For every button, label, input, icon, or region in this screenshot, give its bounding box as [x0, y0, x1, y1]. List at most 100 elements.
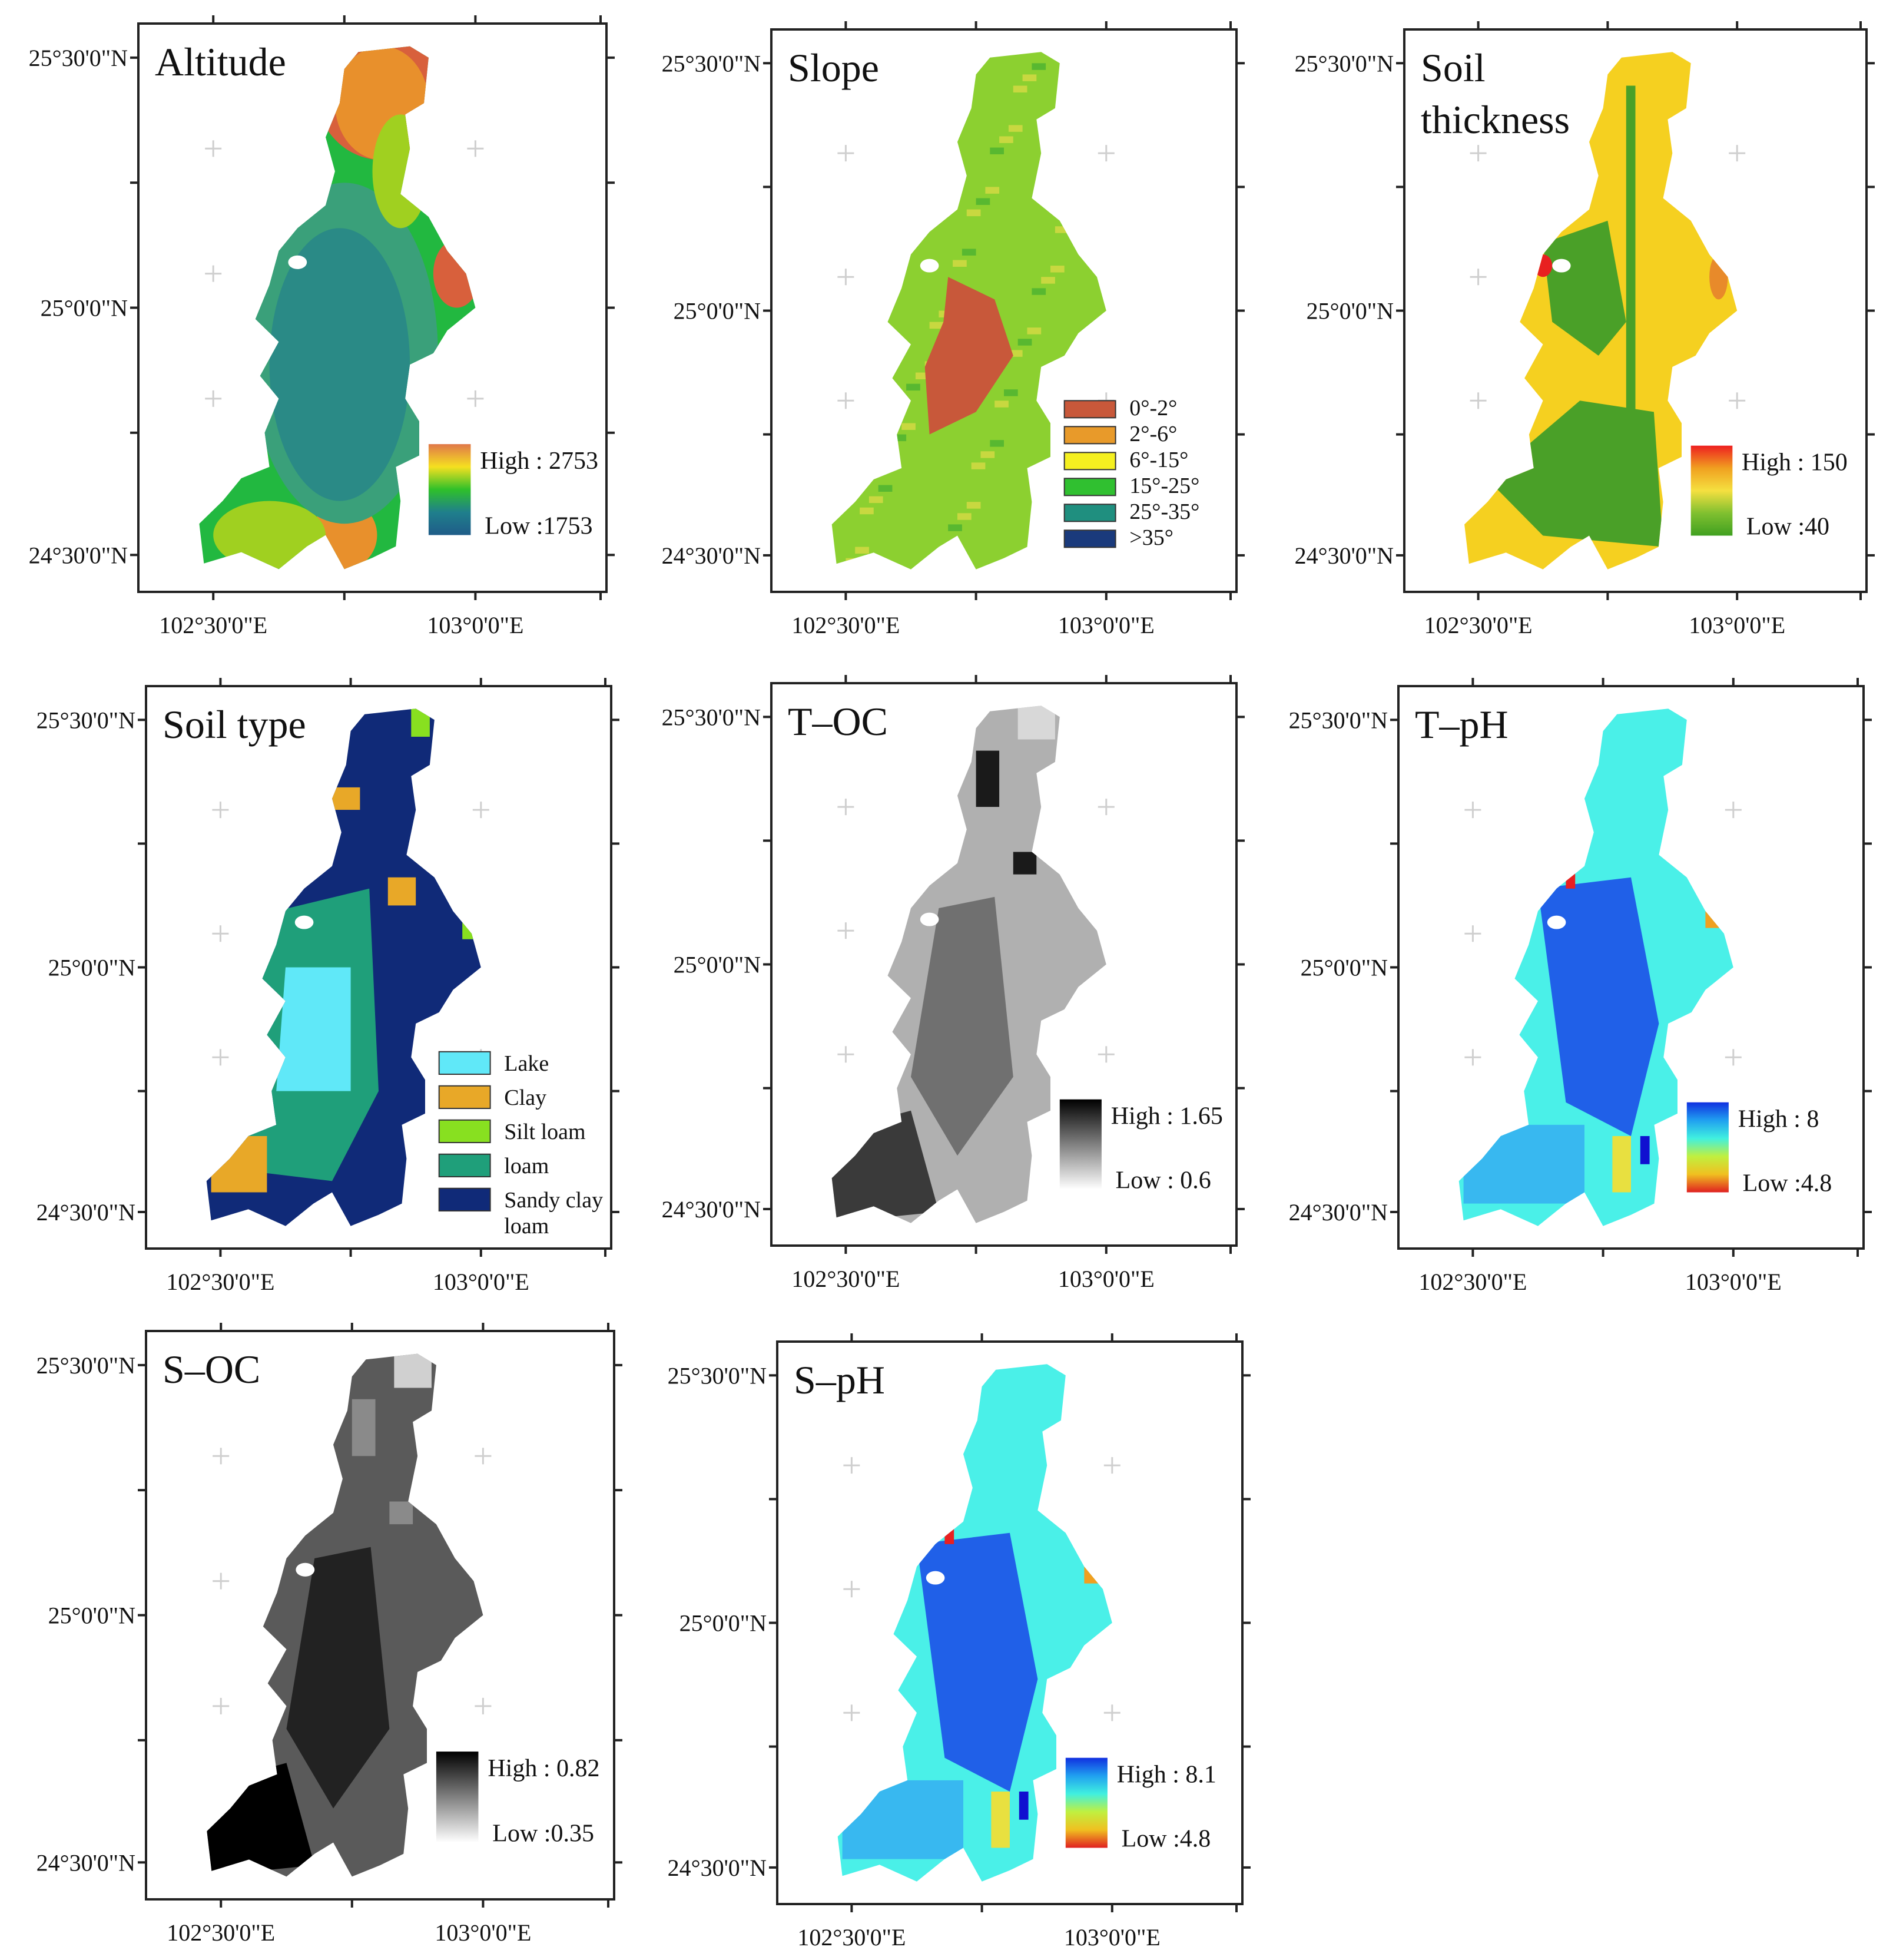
map-legend: High : 150 Low :40	[1690, 445, 1848, 541]
latitude-label: 24°30'0"N	[662, 542, 761, 569]
latitude-label: 25°0'0"N	[48, 955, 135, 981]
legend-low-label: Low :40	[1746, 514, 1829, 541]
longitude-label: 103°0'0"E	[433, 1269, 529, 1295]
legend-class-label: Silt loam	[504, 1120, 585, 1144]
legend-class-label: loam	[504, 1214, 549, 1239]
legend-class-label: Clay	[504, 1085, 546, 1110]
longitude-label: 103°0'0"E	[1689, 612, 1785, 638]
latitude-label: 25°30'0"N	[37, 707, 135, 733]
legend-color-ramp	[1065, 1757, 1108, 1848]
longitude-label: 102°30'0"E	[159, 612, 267, 638]
legend-color-ramp	[1690, 445, 1733, 536]
latitude-label: 24°30'0"N	[1295, 542, 1394, 569]
legend-class-label: 6°-15°	[1129, 448, 1188, 472]
legend-swatch	[438, 1119, 491, 1144]
map-legend: High : 1.65 Low : 0.6	[1059, 1099, 1223, 1194]
legend-class-label: >35°	[1129, 525, 1173, 550]
longitude-label: 103°0'0"E	[1685, 1269, 1782, 1295]
map-title: T–OC	[788, 699, 888, 744]
map-title: T–pH	[1415, 702, 1509, 747]
legend-class-label: Sandy clay	[504, 1188, 603, 1213]
map-panel-soil_thickness: Soil thickness 25°30'0"N 25°0'0"N 24°30'0"N 1…	[1295, 21, 1875, 638]
legend-low-label: Low :0.35	[492, 1820, 594, 1848]
latitude-label: 24°30'0"N	[29, 542, 128, 568]
legend-low-label: Low :4.8	[1122, 1826, 1211, 1853]
legend-color-ramp	[428, 444, 471, 535]
longitude-label: 102°30'0"E	[791, 1266, 900, 1292]
map-panel-t_oc: T–OC 25°30'0"N 25°0'0"N 24°30'0"N 102°30'0"E…	[662, 675, 1245, 1292]
map-title: Slope	[788, 45, 879, 90]
legend-swatch	[438, 1153, 491, 1178]
legend-swatch	[1063, 400, 1116, 419]
longitude-label: 102°30'0"E	[791, 612, 900, 638]
map-panel-t_ph: T–pH 25°30'0"N 25°0'0"N 24°30'0"N 102°30'0"E…	[1289, 678, 1872, 1295]
latitude-label: 25°0'0"N	[48, 1603, 135, 1629]
latitude-label: 25°0'0"N	[1307, 298, 1394, 325]
latitude-label: 25°30'0"N	[662, 50, 761, 77]
latitude-label: 25°30'0"N	[668, 1362, 767, 1389]
map-title: S–OC	[163, 1347, 260, 1392]
map-panel-s_oc: S–OC 25°30'0"N 25°0'0"N 24°30'0"N 102°30'0"E…	[37, 1323, 622, 1946]
legend-class-label: 0°-2°	[1129, 396, 1177, 421]
legend-high-label: High : 150	[1742, 449, 1848, 476]
latitude-label: 25°0'0"N	[674, 952, 761, 978]
legend-swatch	[438, 1085, 491, 1110]
longitude-label: 103°0'0"E	[435, 1919, 531, 1946]
map-legend: High : 0.82 Low :0.35	[436, 1752, 600, 1848]
map-legend: High : 2753 Low :1753	[428, 444, 598, 540]
legend-low-label: Low : 0.6	[1116, 1167, 1211, 1194]
map-legend: High : 8.1 Low :4.8	[1065, 1757, 1216, 1853]
legend-class-label: 25°-35°	[1129, 499, 1199, 524]
map-title: S–pH	[794, 1358, 885, 1402]
legend-high-label: High : 8.1	[1117, 1762, 1216, 1789]
longitude-label: 103°0'0"E	[1058, 1266, 1155, 1292]
latitude-label: 25°30'0"N	[1295, 50, 1394, 77]
latitude-label: 24°30'0"N	[662, 1196, 761, 1223]
legend-color-ramp	[1686, 1102, 1729, 1193]
latitude-label: 24°30'0"N	[37, 1849, 135, 1876]
latitude-label: 25°30'0"N	[37, 1352, 135, 1379]
legend-swatch	[1063, 504, 1116, 522]
legend-class-label: 2°-6°	[1129, 422, 1177, 446]
legend-color-ramp	[436, 1752, 479, 1843]
map-panel-altitude: Altitude 25°30'0"N 25°0'0"N 24°30'0"N 102°30…	[29, 15, 615, 638]
longitude-label: 102°30'0"E	[167, 1919, 275, 1946]
legend-low-label: Low :1753	[485, 513, 592, 540]
longitude-label: 103°0'0"E	[427, 612, 523, 638]
latitude-label: 25°30'0"N	[29, 45, 128, 71]
legend-high-label: High : 8	[1738, 1106, 1819, 1133]
legend-swatch	[1063, 426, 1116, 445]
legend-class-label: loam	[504, 1154, 549, 1178]
latitude-label: 24°30'0"N	[1289, 1199, 1388, 1226]
latitude-label: 24°30'0"N	[37, 1199, 135, 1226]
map-title: thickness	[1421, 97, 1570, 142]
map-panel-s_ph: S–pH 25°30'0"N 25°0'0"N 24°30'0"N 102°30'0"E…	[668, 1333, 1251, 1951]
legend-class-label: Lake	[504, 1051, 549, 1076]
map-panel-soil_type: Soil type 25°30'0"N 25°0'0"N 24°30'0"N 102°3…	[37, 678, 619, 1295]
latitude-label: 25°0'0"N	[679, 1610, 767, 1637]
longitude-label: 102°30'0"E	[797, 1924, 906, 1951]
latitude-label: 25°0'0"N	[1301, 955, 1388, 981]
legend-low-label: Low :4.8	[1743, 1170, 1832, 1197]
longitude-label: 103°0'0"E	[1064, 1924, 1161, 1951]
longitude-label: 103°0'0"E	[1058, 612, 1155, 638]
legend-swatch	[438, 1187, 491, 1212]
legend-color-ramp	[1059, 1099, 1102, 1190]
latitude-label: 25°0'0"N	[674, 298, 761, 325]
legend-class-label: 15°-25°	[1129, 474, 1199, 498]
latitude-label: 24°30'0"N	[668, 1855, 767, 1881]
legend-high-label: High : 1.65	[1111, 1103, 1223, 1130]
legend-swatch	[1063, 529, 1116, 548]
map-title: Soil	[1421, 45, 1486, 90]
longitude-label: 102°30'0"E	[1424, 612, 1533, 638]
legend-swatch	[438, 1051, 491, 1075]
latitude-label: 25°30'0"N	[1289, 707, 1388, 733]
legend-swatch	[1063, 478, 1116, 496]
latitude-label: 25°30'0"N	[662, 704, 761, 730]
map-panel-slope: Slope 25°30'0"N 25°0'0"N 24°30'0"N 102°30'0"…	[662, 21, 1245, 638]
legend-high-label: High : 2753	[480, 448, 598, 475]
map-title: Altitude	[155, 39, 286, 84]
map-legend: High : 8 Low :4.8	[1686, 1102, 1832, 1197]
